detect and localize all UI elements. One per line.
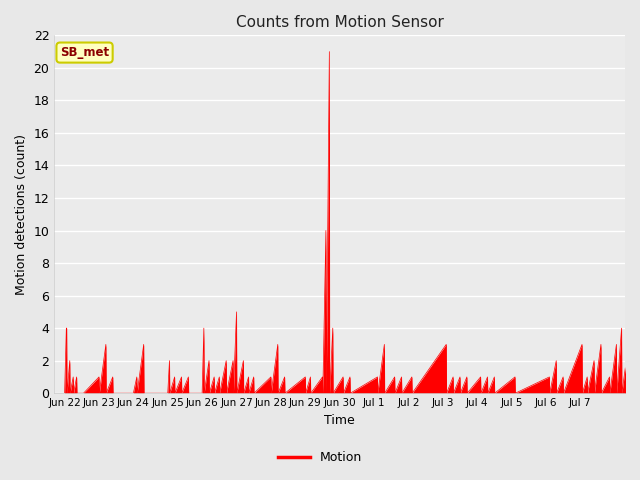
Legend: Motion: Motion	[273, 446, 367, 469]
X-axis label: Time: Time	[324, 414, 355, 427]
Y-axis label: Motion detections (count): Motion detections (count)	[15, 134, 28, 295]
Title: Counts from Motion Sensor: Counts from Motion Sensor	[236, 15, 444, 30]
Text: SB_met: SB_met	[60, 46, 109, 59]
